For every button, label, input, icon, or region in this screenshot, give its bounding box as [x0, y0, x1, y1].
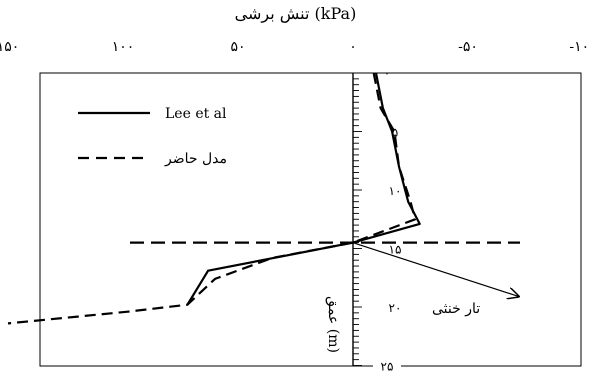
x-tick-label: ۰: [349, 39, 357, 55]
depth-axis: ۰ ۵ ۱۰ ۱۵ ۲۰ ۲۵ عمق (m): [325, 66, 401, 371]
x-tick-labels: ۱۵۰ ۱۰۰ ۵۰ ۰ -۵۰ -۱۰۰: [0, 39, 591, 55]
plot-frame: [39, 72, 582, 367]
y-axis-label: عمق (m): [325, 296, 341, 353]
y-tick-label: ۱۵: [389, 243, 402, 257]
y-tick-label: ۰: [384, 66, 390, 80]
x-tick-label: ۱۰۰: [112, 39, 135, 55]
legend: Lee et al مدل حاضر: [78, 106, 227, 167]
annotation-layer: تار خنثی: [352, 242, 519, 317]
x-tick-label: -۱۰۰: [569, 39, 591, 55]
series-line-solid: [186, 72, 421, 306]
legend-label: مدل حاضر: [164, 151, 227, 167]
annotation-label: تار خنثی: [432, 301, 480, 317]
legend-label: Lee et al: [165, 106, 227, 122]
series-layer: [7, 72, 421, 325]
x-tick-label: -۵۰: [458, 39, 478, 55]
series-line-dashed: [7, 72, 417, 325]
chart-title: تنش برشی (kPa): [234, 4, 357, 23]
x-tick-label: ۱۵۰: [0, 39, 19, 55]
x-tick-label: ۵۰: [230, 39, 245, 55]
y-tick-label: ۲۰: [389, 301, 402, 315]
tick-label-mask: [373, 356, 401, 371]
annotation-arrow: [352, 242, 519, 297]
y-tick-label: ۵: [392, 126, 398, 140]
y-tick-label: ۲۵: [381, 360, 394, 371]
y-tick-label: ۱۰: [389, 184, 402, 198]
